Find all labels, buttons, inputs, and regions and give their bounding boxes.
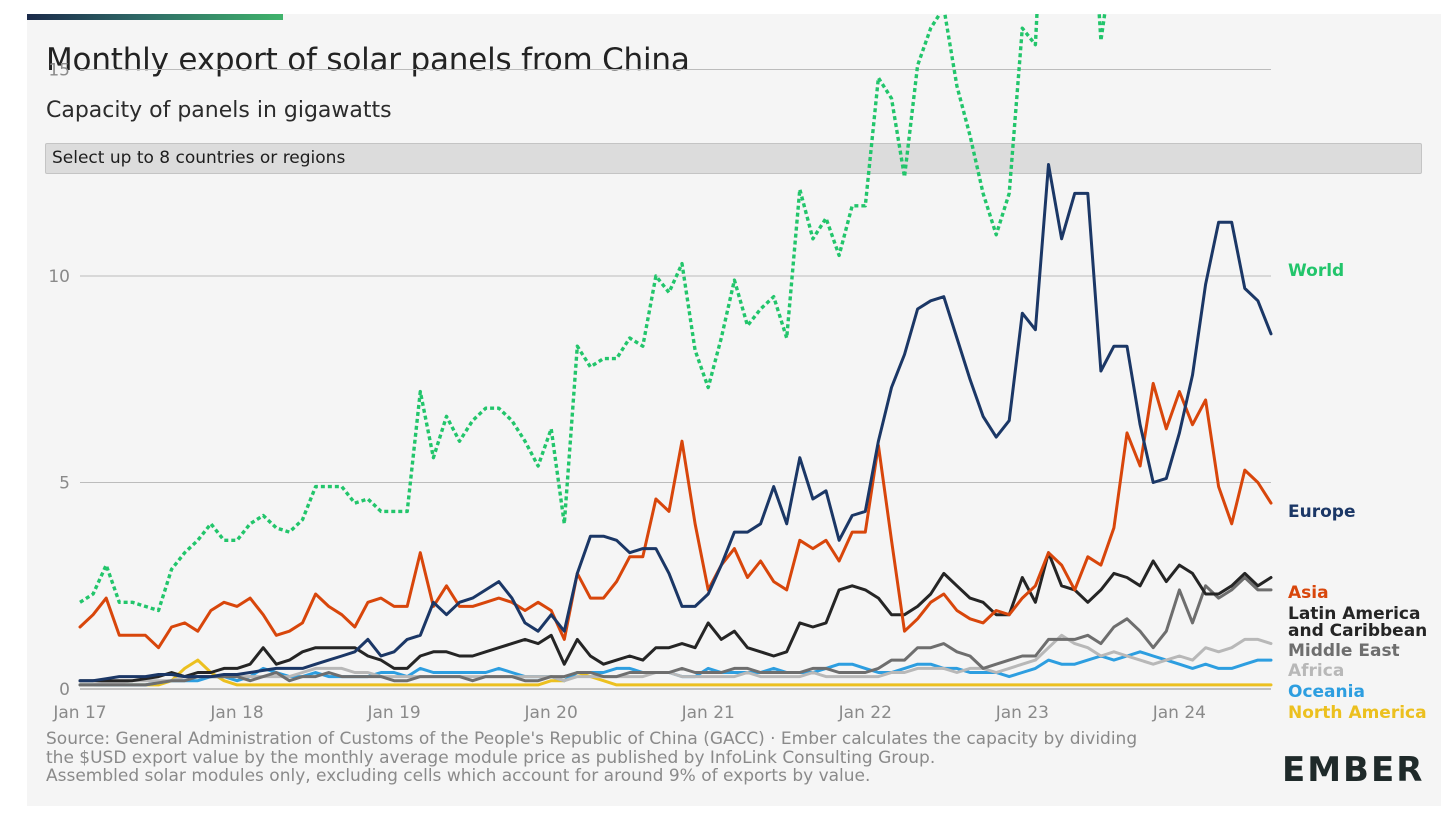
chart-card: Monthly export of solar panels from Chin…	[27, 14, 1441, 806]
series-line-africa[interactable]	[78, 633, 1273, 687]
country-selector[interactable]: Select up to 8 countries or regions	[45, 143, 1422, 174]
y-tick-label: 10	[48, 267, 70, 287]
series-line-oceania[interactable]	[78, 650, 1273, 687]
series-label: Middle East	[1288, 641, 1400, 661]
x-tick-label: Jan 20	[524, 703, 578, 723]
series-line-latin-america-and-caribbean[interactable]	[78, 551, 1273, 683]
y-tick-label: 15	[48, 61, 70, 81]
chart-title: Monthly export of solar panels from Chin…	[46, 42, 690, 78]
x-tick-label: Jan 24	[1152, 703, 1206, 723]
series-label: and Caribbean	[1288, 621, 1427, 641]
x-axis: Jan 17 Jan 18 Jan 19 Jan 20 Jan 21 Jan 22 Jan …	[52, 703, 1206, 723]
series-label: Africa	[1288, 661, 1344, 681]
ember-logo: EMBER	[1282, 750, 1425, 790]
series-line-europe[interactable]	[78, 163, 1273, 683]
series-label: Asia	[1288, 583, 1329, 603]
source-line: the $USD export value by the monthly ave…	[46, 747, 936, 768]
series-label: Europe	[1288, 502, 1355, 522]
y-tick-label: 5	[59, 474, 70, 494]
source-line: Assembled solar modules only, excluding …	[46, 766, 871, 786]
series-label: North America	[1288, 703, 1427, 723]
x-tick-label: Jan 23	[995, 703, 1049, 723]
series-line-world[interactable]	[79, 14, 1271, 613]
series-line-asia[interactable]	[78, 381, 1273, 650]
series-lines	[78, 14, 1273, 687]
series-label: World	[1288, 261, 1344, 281]
x-tick-label: Jan 22	[838, 703, 892, 723]
y-axis: 05101520	[48, 61, 70, 701]
source-line: Source: General Administration of Custom…	[46, 729, 1138, 749]
accent-bar	[27, 14, 283, 20]
series-label: Latin America	[1288, 604, 1420, 624]
series-line-middle-east[interactable]	[78, 576, 1273, 687]
chart-subtitle: Capacity of panels in gigawatts	[46, 98, 392, 123]
y-tick-label: 0	[59, 680, 70, 700]
source-note: Source: General Administration of Custom…	[46, 730, 1256, 786]
series-label: Oceania	[1288, 682, 1365, 702]
x-tick-label: Jan 17	[52, 703, 106, 723]
x-tick-label: Jan 21	[681, 703, 735, 723]
x-tick-label: Jan 19	[366, 703, 420, 723]
x-tick-label: Jan 18	[209, 703, 263, 723]
series-line-north-america[interactable]	[78, 658, 1273, 687]
